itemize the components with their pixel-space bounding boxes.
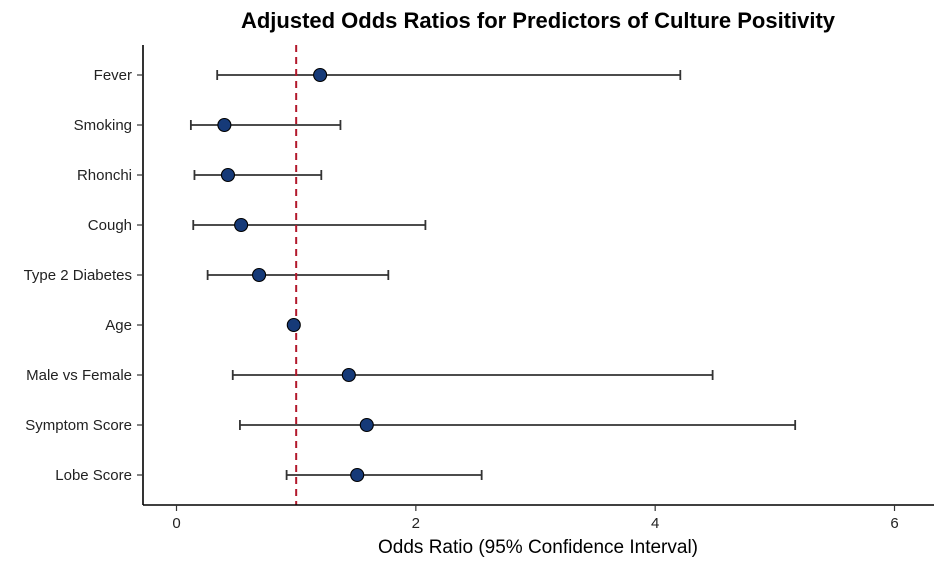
y-tick-label: Rhonchi <box>77 167 132 184</box>
x-axis-title: Odds Ratio (95% Confidence Interval) <box>378 537 698 558</box>
odds-ratio-point <box>286 317 301 333</box>
y-tick-label: Type 2 Diabetes <box>24 267 132 284</box>
y-tick-label: Smoking <box>74 117 132 134</box>
x-tick-label: 2 <box>412 515 420 532</box>
odds-ratio-point <box>350 467 365 483</box>
chart-title: Adjusted Odds Ratios for Predictors of C… <box>241 8 836 33</box>
error-bar <box>206 270 390 280</box>
error-bar <box>192 220 427 230</box>
error-bar <box>231 370 714 380</box>
odds-ratio-point <box>252 267 267 283</box>
y-tick-label: Male vs Female <box>26 367 132 384</box>
odds-ratio-point <box>234 217 249 233</box>
y-tick-label: Age <box>105 317 132 334</box>
odds-ratio-point <box>313 67 328 83</box>
error-bar <box>193 170 323 180</box>
error-bar <box>189 120 342 130</box>
y-tick-label: Fever <box>94 67 132 84</box>
error-bar <box>216 70 682 80</box>
error-bar <box>285 470 483 480</box>
y-tick-label: Cough <box>88 217 132 234</box>
x-axis-ticks: 0 2 4 6 <box>172 505 899 532</box>
odds-ratio-point <box>359 417 374 433</box>
odds-ratio-point <box>217 117 232 133</box>
y-tick-label: Symptom Score <box>25 417 132 434</box>
x-tick-label: 6 <box>890 515 898 532</box>
x-tick-label: 0 <box>172 515 180 532</box>
odds-ratio-point <box>220 167 236 183</box>
y-axis-ticks: Fever Smoking Rhonchi Cough Type 2 Diabetes A… <box>24 67 143 484</box>
plot-area <box>189 45 797 505</box>
odds-ratio-point <box>341 367 356 383</box>
y-tick-label: Lobe Score <box>55 467 132 484</box>
error-bar <box>239 420 797 430</box>
x-tick-label: 4 <box>651 515 659 532</box>
